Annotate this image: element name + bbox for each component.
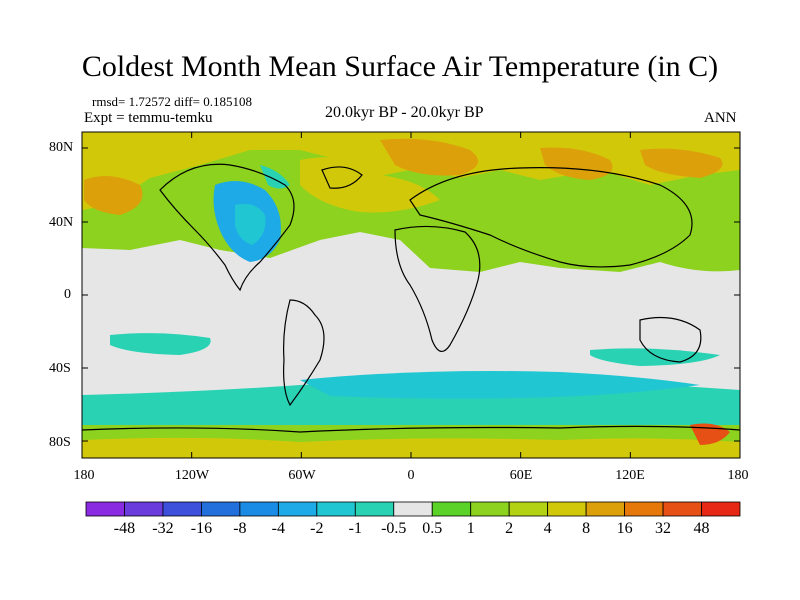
- colorbar-label: 48: [693, 520, 710, 537]
- colorbar-label: 0.5: [422, 520, 443, 537]
- colorbar-label: 32: [655, 520, 672, 537]
- period-label: 20.0kyr BP - 20.0kyr BP: [325, 104, 484, 121]
- stats-text: rmsd= 1.72572 diff= 0.185108: [92, 94, 252, 109]
- colorbar-label: -16: [190, 520, 213, 537]
- lon-label-0: 0: [407, 468, 415, 483]
- lat-label-80n: 80N: [49, 140, 74, 155]
- colorbar-label: -48: [113, 520, 136, 537]
- colorbar-swatch: [431, 501, 472, 517]
- colorbar-swatch: [85, 501, 125, 517]
- temperature-field: [82, 132, 740, 458]
- lon-label-180e: 180: [727, 468, 749, 483]
- colorbar-swatch: [239, 501, 279, 517]
- colorbar-swatch: [701, 501, 741, 517]
- lon-label-60e: 60E: [509, 468, 533, 483]
- colorbar-swatch: [585, 501, 625, 517]
- colorbar-label: -4: [271, 520, 286, 537]
- colorbar-swatch: [508, 501, 549, 517]
- colorbar-swatch: [393, 501, 433, 517]
- lon-label-120w: 120W: [174, 468, 210, 483]
- colorbar-swatch: [547, 501, 587, 517]
- colorbar-label: -1: [348, 520, 362, 537]
- colorbar-label: 2: [505, 520, 514, 537]
- coastlines: [82, 163, 740, 433]
- lon-label-180w: 180: [73, 468, 95, 483]
- colorbar-swatch: [316, 501, 356, 517]
- colorbar: [85, 501, 741, 517]
- colorbar-label: 16: [616, 520, 633, 537]
- map-title: Coldest Month Mean Surface Air Temperatu…: [81, 50, 719, 83]
- colorbar-swatch: [662, 501, 702, 517]
- colorbar-swatch: [277, 501, 318, 517]
- colorbar-label: -0.5: [381, 520, 407, 537]
- experiment-label: Expt = temmu-temku: [84, 110, 213, 126]
- colorbar-swatch: [201, 501, 241, 517]
- colorbar-swatch: [124, 501, 164, 517]
- colorbar-label: -8: [233, 520, 247, 537]
- colorbar-label: 4: [543, 520, 552, 537]
- colorbar-swatch: [624, 501, 664, 517]
- colorbar-swatch: [162, 501, 202, 517]
- lat-label-40n: 40N: [49, 215, 74, 230]
- axis-ticks: [81, 132, 741, 458]
- lon-label-60w: 60W: [288, 468, 316, 483]
- colorbar-swatch: [354, 501, 395, 517]
- colorbar-swatch: [470, 501, 510, 517]
- lat-label-0: 0: [64, 287, 71, 302]
- colorbar-label: 8: [582, 520, 591, 537]
- colorbar-label: 1: [466, 520, 475, 537]
- season-label: ANN: [704, 110, 737, 126]
- lon-label-120e: 120E: [615, 468, 645, 483]
- lat-label-40s: 40S: [49, 361, 71, 376]
- lat-label-80s: 80S: [49, 435, 71, 450]
- colorbar-label: -2: [310, 520, 324, 537]
- colorbar-label: -32: [152, 520, 174, 537]
